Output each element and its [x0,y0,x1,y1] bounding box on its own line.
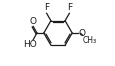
Text: F: F [44,3,49,12]
Text: HO: HO [23,40,36,49]
Text: O: O [78,29,85,37]
Text: O: O [29,17,36,26]
Text: F: F [67,3,72,12]
Text: CH₃: CH₃ [82,36,96,45]
